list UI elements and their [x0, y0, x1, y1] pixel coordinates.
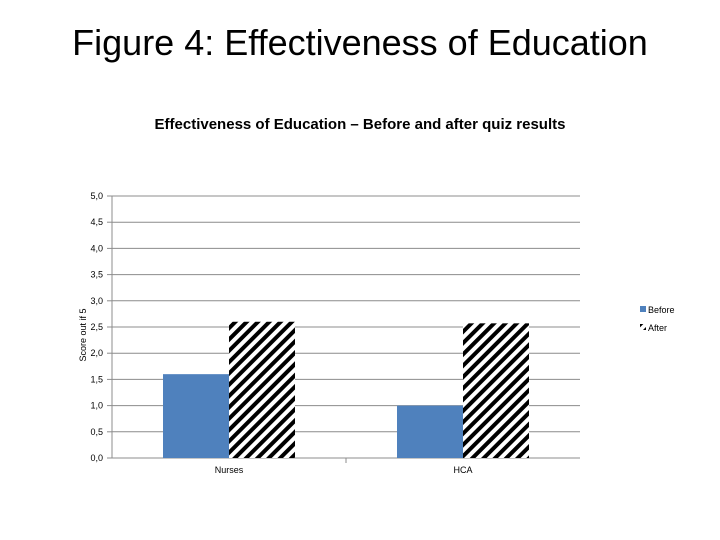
legend: Before After [640, 305, 675, 333]
y-tick-label: 1,0 [90, 401, 103, 411]
chart-title: Effectiveness of Education – Before and … [154, 116, 566, 133]
y-tick-label: 4,5 [90, 217, 103, 227]
bars [163, 321, 529, 458]
legend-swatch-before [640, 306, 646, 312]
x-category-label: HCA [453, 465, 472, 475]
labels: 0,0 0,5 1,0 1,5 2,0 2,5 3,0 3,5 4,0 4,5 5,0 Score o… [78, 191, 473, 475]
y-tick-label: 5,0 [90, 191, 103, 201]
y-axis-label: Score out if 5 [78, 308, 88, 361]
legend-label-after: After [648, 323, 667, 333]
legend-swatch-after [640, 324, 646, 330]
y-tick-label: 3,0 [90, 296, 103, 306]
slide-title: Figure 4: Effectiveness of Education [72, 22, 648, 63]
y-tick-label: 2,0 [90, 348, 103, 358]
legend-label-before: Before [648, 305, 675, 315]
bar-before-nurses [163, 374, 229, 458]
bar-after-hca [463, 323, 529, 458]
x-category-label: Nurses [215, 465, 244, 475]
y-tick-label: 4,0 [90, 243, 103, 253]
y-tick-label: 3,5 [90, 270, 103, 280]
y-tick-label: 1,5 [90, 374, 103, 384]
y-tick-label: 0,5 [90, 427, 103, 437]
y-tick-label: 0,0 [90, 453, 103, 463]
bar-before-hca [397, 405, 463, 458]
bar-after-nurses [229, 321, 295, 458]
y-tick-label: 2,5 [90, 322, 103, 332]
